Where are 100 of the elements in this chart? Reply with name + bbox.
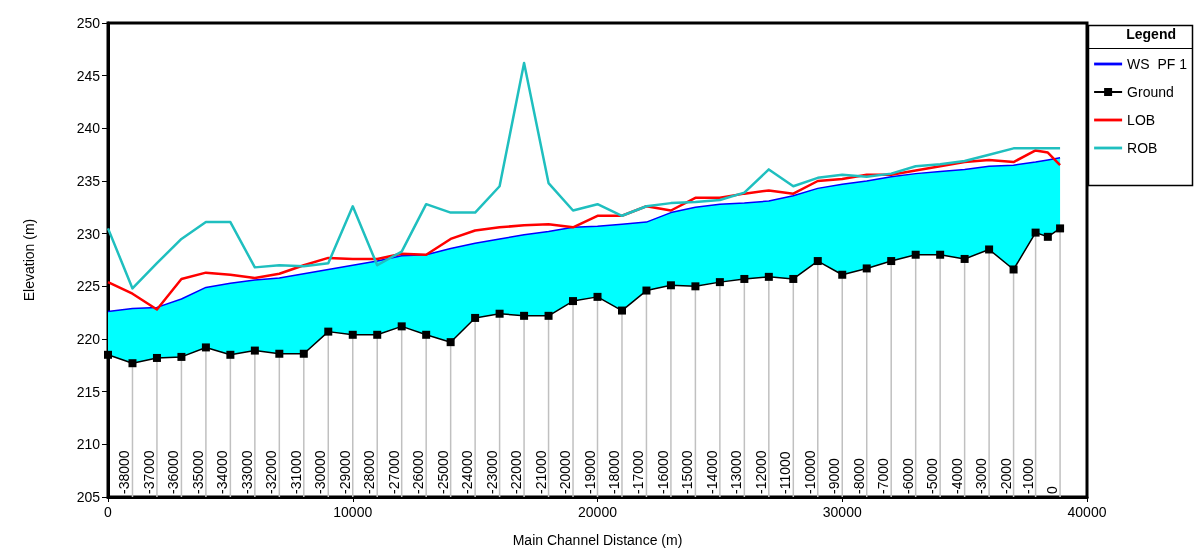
annotation: -18000	[605, 450, 622, 494]
point	[544, 311, 553, 320]
point	[104, 350, 112, 359]
annotation: -28000	[361, 450, 378, 494]
y-tick-label: 210	[76, 436, 101, 453]
point	[593, 292, 602, 301]
annotation: -4000	[948, 457, 965, 494]
point	[1031, 228, 1040, 237]
annotation: -32000	[263, 450, 280, 494]
y-tick-label: 215	[76, 383, 101, 400]
point	[715, 278, 724, 287]
point	[911, 250, 920, 259]
point	[1009, 265, 1018, 274]
x-tick-label: 20000	[578, 504, 618, 520]
x-axis-title: Main Channel Distance (m)	[512, 532, 683, 548]
annotation: -3000	[973, 457, 990, 494]
point	[740, 274, 749, 283]
annotation: -38000	[116, 450, 133, 494]
point	[936, 250, 945, 259]
annotation: -33000	[238, 450, 255, 494]
x-tick-label: 40000	[1067, 504, 1107, 520]
y-tick-label: 235	[76, 173, 101, 189]
annotation: -13000	[728, 450, 745, 494]
annotation: -24000	[459, 450, 476, 494]
line-series	[106, 61, 1062, 290]
point	[128, 359, 137, 368]
point	[152, 353, 161, 362]
x-tick-label: 10000	[333, 504, 373, 520]
point	[299, 349, 308, 358]
legend-label: Ground	[1127, 84, 1174, 100]
point	[250, 346, 259, 355]
legend-label: ROB	[1127, 140, 1158, 156]
point	[642, 286, 651, 295]
annotation: -22000	[508, 450, 525, 494]
point	[764, 272, 773, 281]
annotation: -21000	[532, 450, 549, 494]
point	[960, 254, 969, 263]
annotation: -12000	[752, 450, 769, 494]
y-tick-label: 220	[76, 331, 101, 347]
point	[789, 274, 798, 283]
point	[1043, 232, 1052, 241]
point	[495, 309, 504, 318]
point	[177, 352, 186, 361]
annotation: -16000	[654, 450, 671, 494]
point	[275, 349, 284, 358]
point	[617, 306, 626, 315]
y-tick-label: 245	[76, 67, 101, 84]
point	[838, 270, 847, 279]
point	[569, 297, 578, 306]
point	[446, 338, 455, 347]
annotation: -27000	[385, 450, 402, 494]
point	[226, 350, 235, 359]
annotation: -26000	[410, 450, 427, 494]
annotation: -2000	[997, 457, 1014, 494]
point	[373, 330, 382, 339]
annotation: -17000	[630, 450, 647, 494]
point	[985, 245, 994, 254]
annotation: -34000	[214, 450, 231, 494]
annotation: -11000	[777, 451, 794, 494]
point	[1056, 224, 1065, 233]
annotation: -6000	[899, 457, 916, 494]
x-tick-label: 30000	[822, 504, 862, 520]
annotation: -37000	[140, 450, 157, 494]
annotation: -31000	[287, 450, 304, 494]
annotation: -8000	[850, 457, 867, 494]
annotation: -30000	[312, 450, 329, 494]
point	[397, 322, 406, 331]
point	[324, 327, 333, 336]
annotation: -19000	[581, 450, 598, 494]
point	[666, 281, 675, 290]
y-tick-label: 230	[76, 225, 101, 242]
annotation: -29000	[336, 450, 353, 494]
point	[520, 311, 529, 320]
annotation: -1000	[1019, 457, 1036, 494]
legend-label: WS PF 1	[1127, 56, 1188, 72]
point	[887, 257, 896, 266]
point	[422, 330, 431, 339]
annotation: -15000	[679, 450, 696, 494]
annotation: -9000	[826, 457, 843, 494]
legend-title: Legend	[1126, 26, 1176, 42]
point	[862, 264, 871, 273]
annotation: -14000	[703, 450, 720, 494]
point	[691, 282, 700, 291]
annotation: -35000	[189, 450, 206, 494]
y-tick-label: 250	[76, 15, 101, 31]
annotation: -20000	[557, 450, 574, 494]
annotation: -7000	[875, 457, 892, 494]
annotation: -5000	[924, 457, 941, 494]
y-tick-label: 225	[76, 278, 101, 295]
annotation: -25000	[434, 450, 451, 494]
legend-label: LOB	[1127, 112, 1156, 128]
point	[471, 313, 480, 322]
annotation: -23000	[483, 450, 500, 494]
y-axis-title: Elevation (m)	[21, 218, 37, 302]
annotation: -10000	[801, 450, 818, 494]
y-tick-label: 205	[76, 489, 101, 505]
annotation: 0	[1044, 486, 1061, 494]
x-tick-label: 0	[104, 504, 113, 520]
point	[348, 330, 357, 339]
y-tick-label: 240	[76, 120, 101, 137]
